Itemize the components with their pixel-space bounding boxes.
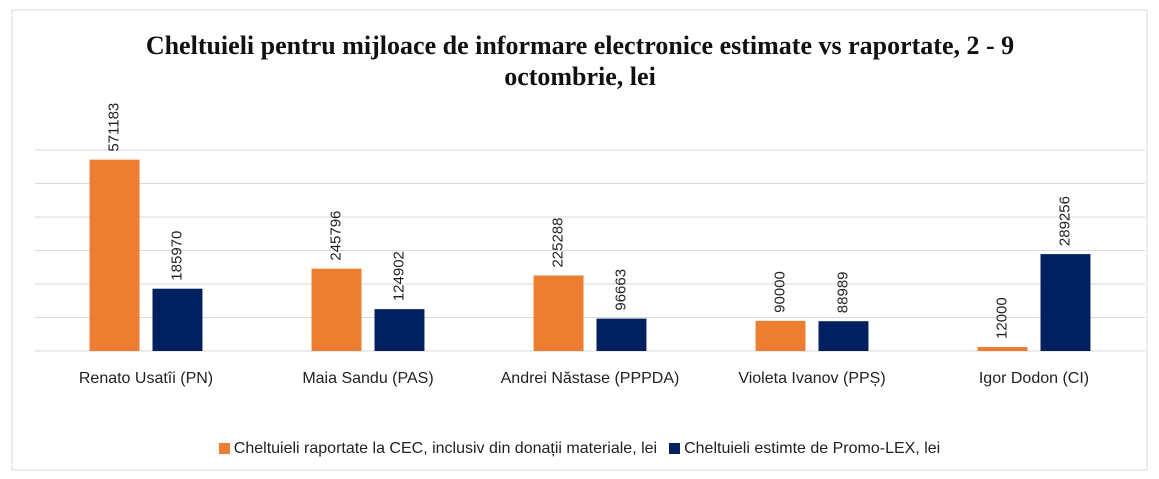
data-label: 245796 [327,211,344,261]
data-label: 12000 [993,297,1010,339]
data-label: 96663 [612,269,629,311]
x-tick-label: Igor Dodon (CI) [978,370,1090,387]
chart-frame [11,9,1148,471]
data-label: 225288 [549,217,566,267]
bar [533,275,584,351]
data-label: 185970 [168,231,185,281]
bar [311,268,362,351]
bar [89,159,140,351]
bar [596,318,647,351]
bar [977,346,1028,351]
legend-swatch [669,443,681,454]
legend: Cheltuieli raportate la CEC, inclusiv di… [0,440,1159,458]
bar [1040,254,1091,351]
data-label: 289256 [1056,196,1073,246]
x-tick-label: Maia Sandu (PAS) [302,370,434,387]
data-label: 571183 [105,103,122,152]
legend-item: Cheltuieli estimte de Promo-LEX, lei [669,440,940,458]
x-tick-label: Renato Usatîi (PN) [78,370,214,387]
x-tick-label: Andrei Năstase (PPPDA) [500,370,680,387]
bar [374,309,425,351]
bar [818,321,869,351]
data-label: 124902 [390,251,407,301]
legend-label: Cheltuieli estimte de Promo-LEX, lei [684,440,941,457]
bar [152,288,203,351]
bar [755,320,806,351]
x-tick-label: Violeta Ivanov (PPȘ) [738,370,886,387]
legend-item: Cheltuieli raportate la CEC, inclusiv di… [218,440,658,458]
legend-label: Cheltuieli raportate la CEC, inclusiv di… [233,440,658,457]
chart-title: Cheltuieli pentru mijloace de informare … [145,31,1015,91]
legend-swatch [218,443,230,454]
data-label: 88989 [834,271,851,313]
data-label: 90000 [771,271,788,313]
